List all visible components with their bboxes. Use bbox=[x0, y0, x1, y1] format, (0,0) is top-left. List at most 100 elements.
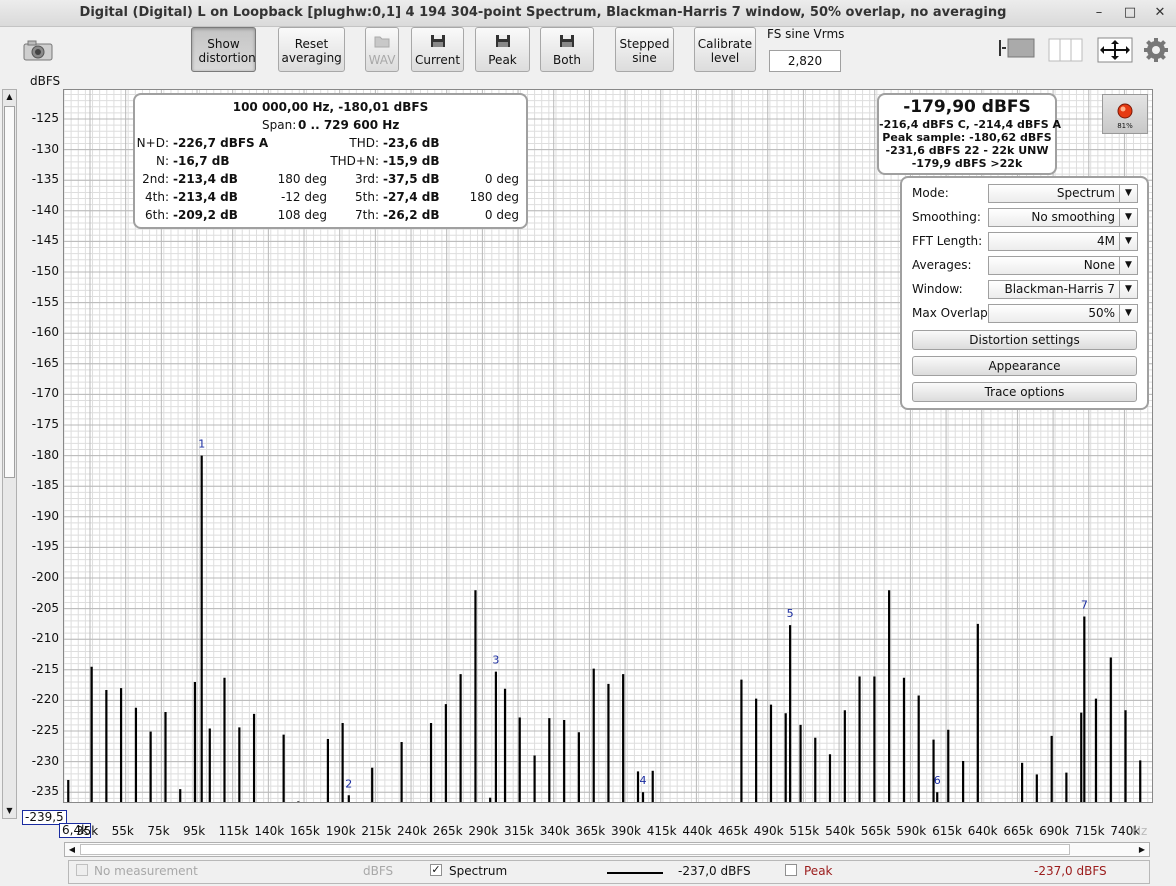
spectrum-value: -237,0 dBFS bbox=[678, 864, 751, 878]
setting-label: FFT Length: bbox=[912, 234, 983, 248]
save-peak-button[interactable]: Peak bbox=[475, 27, 530, 72]
no-measurement-checkbox[interactable] bbox=[76, 864, 88, 876]
status-bar: No measurement dBFS ✓ Spectrum -237,0 dB… bbox=[68, 860, 1150, 884]
scroll-left-button[interactable]: ◀ bbox=[68, 845, 76, 854]
x-tick-label: 190k bbox=[325, 824, 356, 838]
setting-dropdown[interactable]: No smoothing ▼ bbox=[988, 208, 1138, 227]
chevron-down-icon: ▼ bbox=[1119, 209, 1137, 226]
fit-arrows-icon[interactable] bbox=[1097, 37, 1133, 66]
chevron-down-icon: ▼ bbox=[1119, 305, 1137, 322]
spectrum-line-swatch bbox=[607, 872, 663, 874]
harmonic-marker-2: 2 bbox=[345, 777, 352, 790]
distortion-l2: 7th: bbox=[355, 208, 379, 222]
setting-label: Averages: bbox=[912, 258, 972, 272]
x-tick-label: 390k bbox=[611, 824, 641, 838]
reset-averaging-button[interactable]: Reset averaging bbox=[278, 27, 345, 72]
setting-value: No smoothing bbox=[1031, 210, 1115, 224]
distortion-v2: -37,5 dB bbox=[383, 172, 440, 186]
record-level: 81% bbox=[1117, 122, 1133, 130]
level-panel: -179,90 dBFS -216,4 dBFS C, -214,4 dBFS … bbox=[877, 93, 1061, 175]
panels-icon[interactable] bbox=[1048, 38, 1084, 65]
distortion-l1: N+D: bbox=[136, 136, 169, 150]
y-tick-label: -160 bbox=[31, 325, 59, 340]
distortion-d1: 108 deg bbox=[277, 208, 327, 222]
y-tick-label: -125 bbox=[31, 111, 59, 125]
fs-sine-vrms-input[interactable]: 2,820 bbox=[769, 50, 841, 72]
scroll-down-button[interactable]: ▼ bbox=[6, 806, 13, 815]
wav-label: WAV bbox=[368, 53, 396, 67]
distortion-v1: -213,4 dB bbox=[173, 172, 238, 186]
x-tick-label: 240k bbox=[397, 824, 427, 838]
setting-dropdown[interactable]: None ▼ bbox=[988, 256, 1138, 275]
level-line-3: -231,6 dBFS 22 - 22k UNW bbox=[885, 144, 1049, 157]
scroll-right-button[interactable]: ▶ bbox=[1138, 845, 1146, 854]
gear-icon[interactable] bbox=[1144, 37, 1168, 66]
save-current-button[interactable]: Current bbox=[411, 27, 464, 72]
setting-value: Spectrum bbox=[1056, 186, 1115, 200]
distortion-panel: 100 000,00 Hz, -180,01 dBFS Span: 0 .. 7… bbox=[133, 93, 528, 229]
fs-sine-vrms-label: FS sine Vrms bbox=[767, 27, 845, 41]
setting-dropdown[interactable]: Spectrum ▼ bbox=[988, 184, 1138, 203]
minimize-button[interactable]: – bbox=[1095, 5, 1103, 20]
scroll-thumb[interactable] bbox=[4, 106, 15, 478]
calibrate-level-button[interactable]: Calibrate level bbox=[694, 27, 756, 72]
trace-options-button[interactable]: Trace options bbox=[912, 382, 1137, 402]
settings-panel: Mode: Spectrum ▼ Smoothing: No smoothing ▼ FFT… bbox=[900, 176, 1149, 410]
peak-checkbox[interactable] bbox=[785, 864, 797, 876]
scroll-up-button[interactable]: ▲ bbox=[6, 92, 13, 101]
y-axis-unit: dBFS bbox=[30, 74, 61, 88]
distortion-l2: THD: bbox=[349, 136, 379, 150]
distortion-v2: -27,4 dB bbox=[383, 190, 440, 204]
hscroll-thumb[interactable] bbox=[80, 844, 1070, 855]
x-tick-label: 140k bbox=[254, 824, 285, 838]
distortion-v1: -213,4 dB bbox=[173, 190, 238, 204]
distortion-d2: 180 deg bbox=[469, 190, 519, 204]
show-distortion-button[interactable]: Show distortion bbox=[191, 27, 256, 72]
distortion-settings-button[interactable]: Distortion settings bbox=[912, 330, 1137, 350]
layout-icon[interactable] bbox=[998, 36, 1038, 63]
stepped-sine-button[interactable]: Stepped sine bbox=[615, 27, 674, 72]
save-icon bbox=[495, 35, 510, 47]
setting-dropdown[interactable]: Blackman-Harris 7 ▼ bbox=[988, 280, 1138, 299]
spectrum-plot[interactable]: 1 2 3 4 5 6 7 100 000,00 Hz, -180,01 dBFS Span… bbox=[63, 89, 1153, 803]
x-min-readout[interactable]: 6,4k bbox=[59, 823, 92, 838]
x-tick-label: 415k bbox=[646, 824, 677, 838]
wav-button[interactable]: WAV bbox=[365, 27, 399, 72]
span-label: Span: bbox=[262, 118, 297, 132]
y-tick-label: -150 bbox=[31, 264, 59, 278]
close-button[interactable]: ✕ bbox=[1154, 5, 1166, 20]
y-tick-label: -165 bbox=[31, 355, 59, 370]
setting-dropdown[interactable]: 4M ▼ bbox=[988, 232, 1138, 251]
harmonic-marker-7: 7 bbox=[1081, 599, 1088, 612]
record-indicator[interactable]: 81% bbox=[1102, 94, 1148, 134]
y-tick-label: -170 bbox=[31, 386, 59, 401]
y-min-readout[interactable]: -239,5 bbox=[22, 810, 67, 825]
toolbar: Show distortion Reset averaging WAV Curr… bbox=[0, 26, 1176, 82]
distortion-d2: 0 deg bbox=[484, 208, 519, 222]
x-tick-label: 315k bbox=[504, 824, 534, 838]
y-tick-label: -235 bbox=[31, 784, 59, 799]
stepped-sine-label: Stepped sine bbox=[619, 37, 670, 65]
appearance-button[interactable]: Appearance bbox=[912, 356, 1137, 376]
y-tick-label: -225 bbox=[31, 723, 59, 737]
fundamental-readout: 100 000,00 Hz, -180,01 dBFS bbox=[232, 100, 429, 114]
spectrum-checkbox[interactable]: ✓ bbox=[430, 863, 442, 876]
chevron-down-icon: ▼ bbox=[1119, 233, 1137, 250]
chevron-down-icon: ▼ bbox=[1119, 185, 1137, 202]
save-both-button[interactable]: Both bbox=[540, 27, 594, 72]
y-tick-label: -190 bbox=[31, 508, 59, 523]
x-tick-label: 565k bbox=[860, 824, 891, 838]
y-tick-label: -145 bbox=[31, 233, 59, 248]
setting-dropdown[interactable]: 50% ▼ bbox=[988, 304, 1138, 323]
calibrate-level-label: Calibrate level bbox=[697, 37, 753, 65]
camera-icon[interactable] bbox=[22, 38, 54, 62]
distortion-v2: -15,9 dB bbox=[383, 154, 440, 168]
current-label: Current bbox=[414, 53, 461, 67]
y-tick-label: -200 bbox=[31, 570, 59, 584]
distortion-l1: 2nd: bbox=[142, 172, 169, 186]
maximize-button[interactable]: □ bbox=[1123, 5, 1137, 20]
horizontal-scrollbar[interactable]: ◀ ▶ bbox=[64, 842, 1150, 857]
setting-value: 50% bbox=[1088, 306, 1115, 320]
x-tick-label: 690k bbox=[1039, 824, 1069, 838]
vertical-scrollbar[interactable]: ▲ ▼ bbox=[2, 89, 17, 819]
